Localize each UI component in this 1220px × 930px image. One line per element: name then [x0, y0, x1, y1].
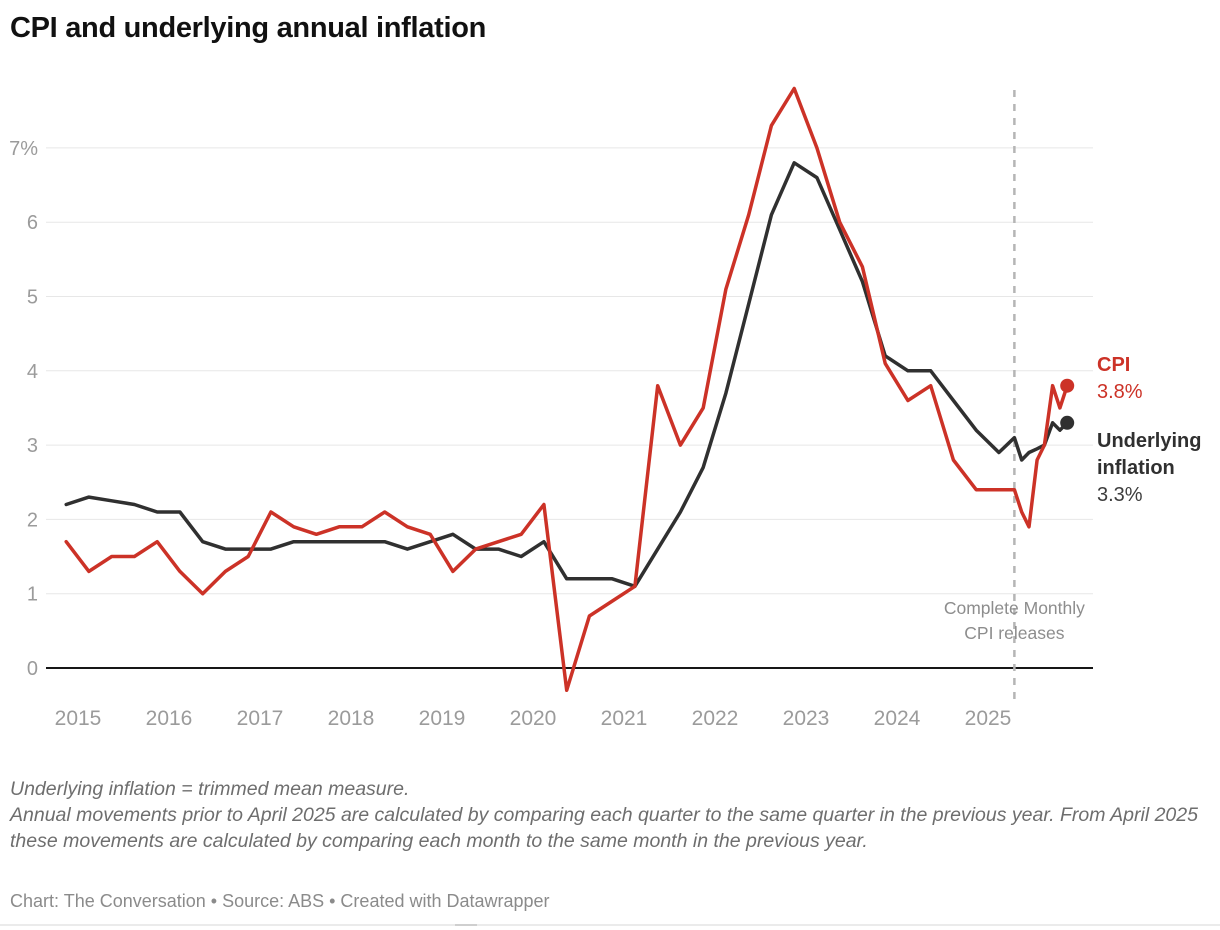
y-tick-label: 5: [27, 287, 38, 309]
monthly-cutoff-annotation: Complete Monthly CPI releases: [944, 596, 1085, 646]
x-tick-label: 2017: [237, 707, 284, 730]
cpi-series-label-block: CPI 3.8%: [1097, 352, 1143, 406]
x-tick-label: 2020: [510, 707, 557, 730]
y-tick-label: 6: [27, 212, 38, 234]
note-definition: Underlying inflation = trimmed mean meas…: [10, 778, 410, 800]
monthly-cutoff-annotation-line1: Complete Monthly: [943, 598, 1085, 618]
x-tick-label: 2025: [965, 707, 1012, 730]
x-tick-label: 2015: [55, 707, 102, 730]
y-tick-label: 4: [27, 361, 38, 383]
underlying-series-label: Underlying inflation: [1097, 430, 1202, 479]
x-tick-label: 2016: [146, 707, 193, 730]
cpi-line: [64, 86, 1069, 693]
x-tick-label: 2019: [419, 707, 466, 730]
monthly-cutoff-annotation-line2: CPI releases: [964, 623, 1065, 643]
x-tick-label: 2018: [328, 707, 375, 730]
x-tick-label: 2023: [783, 707, 830, 730]
y-tick-label: 3: [27, 435, 38, 457]
y-tick-label: 7%: [9, 138, 38, 160]
y-tick-label: 2: [27, 509, 38, 531]
chart-credits: Chart: The Conversation • Source: ABS • …: [10, 891, 550, 911]
underlying-end-dot: [1060, 415, 1075, 430]
line-chart-canvas: 0 1 2 3 4 5 6 7% 2015 2016 2017 2018 2019 2020 2021 202…: [9, 86, 1093, 730]
bottom-divider: [0, 924, 1220, 926]
underlying-series-value: 3.3%: [1097, 484, 1143, 506]
x-tick-label: 2021: [601, 707, 648, 730]
y-tick-label: 0: [27, 658, 38, 680]
underlying-line: [64, 161, 1069, 589]
y-tick-label: 1: [27, 584, 38, 606]
cpi-series-value: 3.8%: [1097, 381, 1143, 403]
cpi-series-label: CPI: [1097, 354, 1131, 376]
note-methodology: Annual movements prior to April 2025 are…: [10, 804, 1198, 852]
x-tick-label: 2022: [692, 707, 739, 730]
divider-accent: [455, 924, 477, 926]
chart-notes: Underlying inflation = trimmed mean meas…: [10, 776, 1208, 854]
x-tick-label: 2024: [874, 707, 921, 730]
underlying-series-label-block: Underlying inflation 3.3%: [1097, 428, 1219, 509]
cpi-end-dot: [1060, 378, 1075, 393]
chart-title: CPI and underlying annual inflation: [10, 12, 487, 44]
